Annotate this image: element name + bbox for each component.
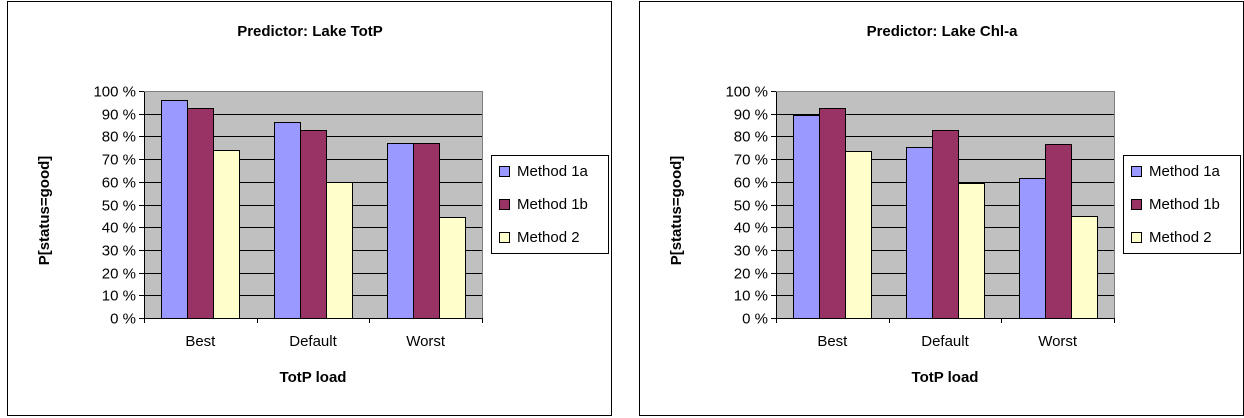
legend-label: Method 1a — [1149, 163, 1221, 180]
bar-method-1b-best — [187, 108, 214, 319]
y-tick-label: 60 % — [734, 175, 768, 192]
y-tick-label: 90 % — [734, 107, 768, 124]
bar-method-2-worst — [1071, 216, 1098, 319]
legend-box — [1123, 155, 1241, 254]
y-tick-label: 20 % — [734, 266, 768, 283]
chart-lake-totp: Predictor: Lake TotP 0 % 10 % 20 % 30 % 40 % 5… — [7, 1, 612, 416]
x-tick-label: Worst — [1038, 333, 1078, 350]
y-tick-label: 40 % — [734, 220, 768, 237]
bar-method-2-default — [326, 182, 353, 319]
y-tick-label: 10 % — [102, 288, 136, 305]
y-tick-label: 30 % — [734, 243, 768, 260]
chart-title: Predictor: Lake TotP — [237, 23, 383, 40]
legend-label: Method 1a — [517, 163, 589, 180]
bar-method-1a-default — [906, 147, 933, 319]
y-axis-title: P[status=good] — [668, 156, 685, 266]
legend-swatch — [1131, 166, 1142, 177]
y-axis-title: P[status=good] — [36, 156, 53, 266]
bar-method-1b-worst — [1045, 144, 1072, 319]
y-tick-label: 100 % — [93, 84, 136, 101]
bar-method-1b-default — [932, 130, 959, 319]
y-tick-label: 80 % — [734, 129, 768, 146]
legend-swatch — [1131, 199, 1142, 210]
x-tick-label: Default — [289, 333, 337, 350]
y-tick-label: 80 % — [102, 129, 136, 146]
legend-swatch — [499, 199, 510, 210]
y-tick-label: 20 % — [102, 266, 136, 283]
x-tick-label: Best — [185, 333, 216, 350]
legend-label: Method 1b — [1149, 196, 1220, 213]
legend-swatch — [499, 232, 510, 243]
chart-title: Predictor: Lake Chl-a — [867, 23, 1019, 40]
bar-method-1a-worst — [1019, 178, 1046, 319]
x-tick-label: Best — [817, 333, 848, 350]
legend-swatch — [499, 166, 510, 177]
bar-method-2-best — [213, 150, 240, 319]
y-tick-label: 60 % — [102, 175, 136, 192]
y-tick-label: 50 % — [102, 198, 136, 215]
legend-label: Method 2 — [517, 229, 580, 246]
y-tick-label: 100 % — [725, 84, 768, 101]
bar-method-1a-best — [161, 100, 188, 319]
legend-swatch — [1131, 232, 1142, 243]
legend-box — [491, 155, 609, 254]
y-tick-label: 30 % — [102, 243, 136, 260]
bar-method-1b-best — [819, 108, 846, 319]
x-tick-label: Default — [921, 333, 969, 350]
y-tick-label: 90 % — [102, 107, 136, 124]
bar-method-1a-best — [793, 115, 820, 319]
chart-lake-chla: Predictor: Lake Chl-a 0 % 10 % 20 % 30 % 40 %… — [639, 1, 1244, 416]
bar-method-2-best — [845, 151, 872, 319]
bar-method-2-default — [958, 183, 985, 319]
bar-method-2-worst — [439, 217, 466, 319]
bar-method-1a-worst — [387, 143, 414, 319]
legend-label: Method 1b — [517, 196, 588, 213]
legend-label: Method 2 — [1149, 229, 1212, 246]
y-tick-label: 40 % — [102, 220, 136, 237]
bar-method-1b-default — [300, 130, 327, 319]
y-tick-label: 70 % — [102, 152, 136, 169]
y-tick-label: 70 % — [734, 152, 768, 169]
y-tick-label: 50 % — [734, 198, 768, 215]
y-tick-label: 0 % — [742, 311, 768, 328]
y-tick-label: 10 % — [734, 288, 768, 305]
y-tick-label: 0 % — [110, 311, 136, 328]
bar-method-1a-default — [274, 122, 301, 319]
bar-method-1b-worst — [413, 143, 440, 319]
chart-panel-lake-chla: Predictor: Lake Chl-a 0 % 10 % 20 % 30 % 40 %… — [632, 0, 1244, 418]
x-tick-label: Worst — [406, 333, 446, 350]
x-axis-title: TotP load — [280, 369, 347, 386]
x-axis-title: TotP load — [912, 369, 979, 386]
chart-panel-lake-totp: Predictor: Lake TotP 0 % 10 % 20 % 30 % 40 % 5… — [0, 0, 612, 418]
